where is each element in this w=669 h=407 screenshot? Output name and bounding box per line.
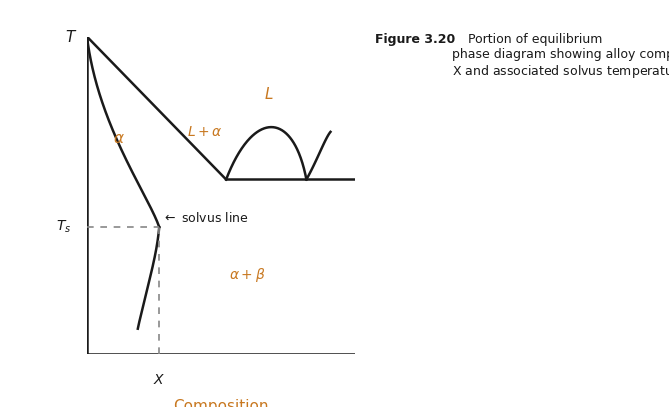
Text: $L$: $L$ [264, 86, 274, 102]
Text: $X$: $X$ [153, 373, 165, 387]
Text: $\leftarrow$ solvus line: $\leftarrow$ solvus line [162, 210, 249, 225]
Text: $T$: $T$ [65, 28, 77, 45]
Text: $T_s$: $T_s$ [56, 219, 71, 235]
Text: Portion of equilibrium
phase diagram showing alloy composition
X and associated : Portion of equilibrium phase diagram sho… [452, 33, 669, 80]
Text: Figure 3.20: Figure 3.20 [375, 33, 455, 46]
Text: $\alpha$: $\alpha$ [113, 131, 125, 146]
Text: Composition: Composition [173, 398, 268, 407]
Text: $\alpha + \beta$: $\alpha + \beta$ [229, 266, 266, 284]
Text: $L + \alpha$: $L + \alpha$ [187, 125, 223, 139]
